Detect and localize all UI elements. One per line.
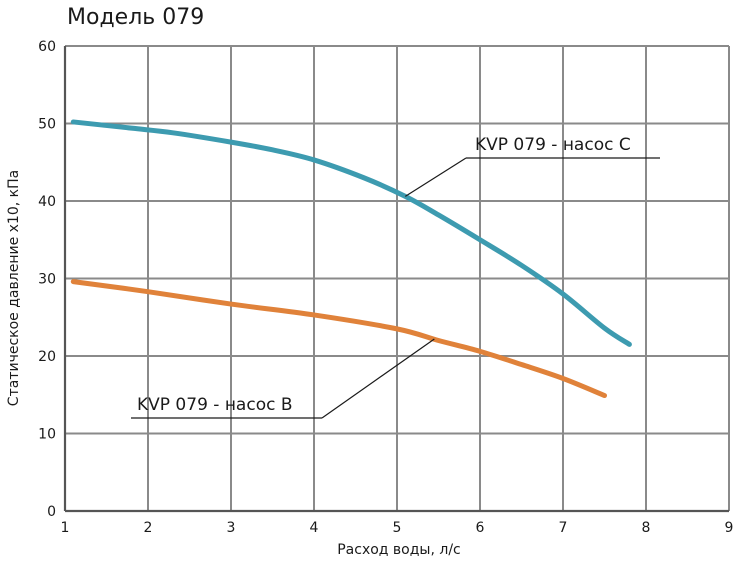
x-tick-label: 2: [144, 520, 153, 536]
x-tick-label: 8: [642, 520, 651, 536]
x-tick-labels: 1 2 3 4 5 6 7 8 9: [61, 520, 734, 536]
callout-leader: [404, 157, 467, 197]
callout-label: KVP 079 - насос C: [475, 135, 631, 155]
x-axis-label: Расход воды, л/с: [337, 542, 461, 558]
x-tick-label: 5: [393, 520, 402, 536]
y-tick-label: 50: [38, 117, 56, 133]
series-line-1: [70, 279, 607, 399]
y-tick-labels: 0 10 20 30 40 50 60: [38, 39, 56, 520]
chart-title: Модель 079: [67, 5, 204, 30]
callouts: KVP 079 - насос C KVP 079 - насос B: [131, 135, 660, 419]
y-tick-label: 30: [38, 272, 56, 288]
y-axis-label: Статическое давление x10, кПа: [6, 170, 22, 406]
y-tick-label: 60: [38, 39, 56, 55]
x-tick-label: 3: [227, 520, 236, 536]
callout-leader: [321, 338, 435, 419]
y-tick-label: 20: [38, 349, 56, 365]
x-tick-label: 9: [725, 520, 734, 536]
series-line-0: [70, 119, 632, 347]
y-tick-label: 0: [47, 504, 56, 520]
series-lines: [70, 119, 632, 399]
x-tick-label: 4: [310, 520, 319, 536]
y-tick-label: 10: [38, 427, 56, 443]
grid: [63, 45, 730, 513]
y-tick-label: 40: [38, 194, 56, 210]
callout-label: KVP 079 - насос B: [137, 395, 293, 415]
x-tick-label: 7: [559, 520, 568, 536]
x-tick-label: 1: [61, 520, 70, 536]
x-tick-label: 6: [476, 520, 485, 536]
